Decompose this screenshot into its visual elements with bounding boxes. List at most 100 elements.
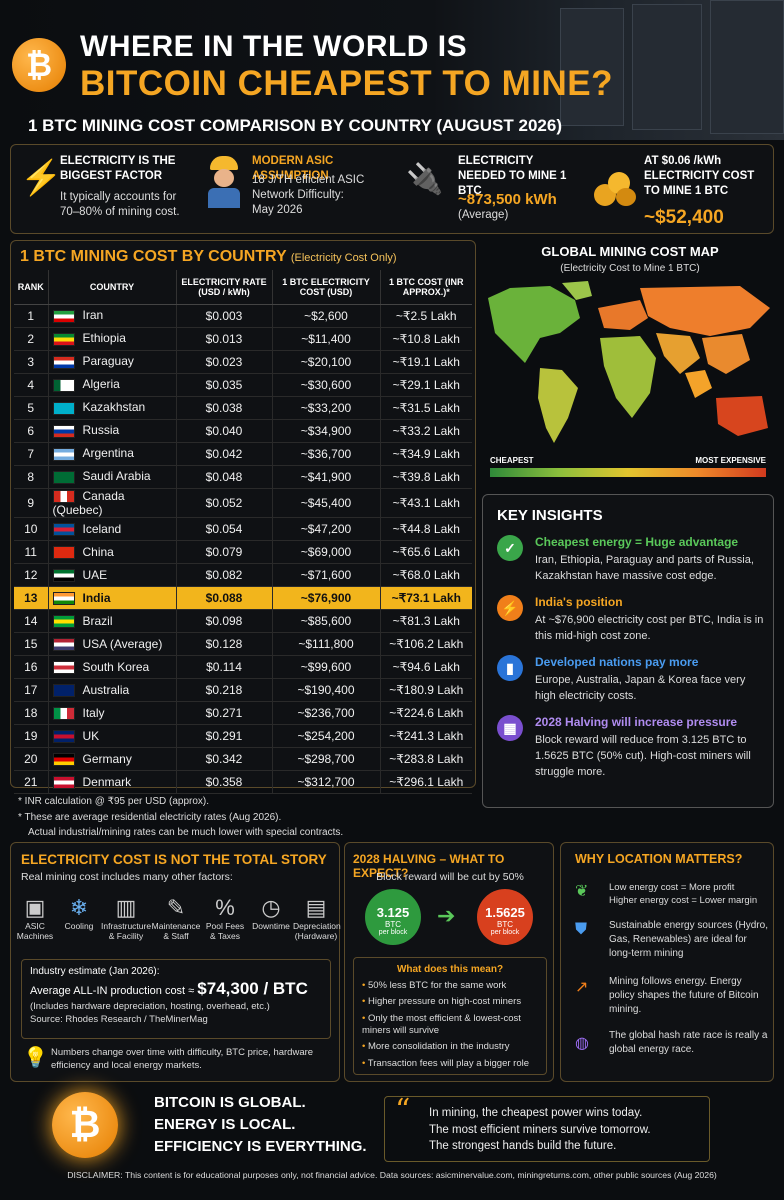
info-cost-value: ~$52,400 xyxy=(644,207,724,228)
usd-cost-cell: ~$33,200 xyxy=(272,396,381,420)
rate-cell: $0.128 xyxy=(176,632,273,656)
usd-cost-cell: ~$99,600 xyxy=(272,655,381,679)
inr-cost-cell: ~₹29.1 Lakh xyxy=(380,373,472,397)
inr-cost-cell: ~₹31.5 Lakh xyxy=(380,396,472,420)
inr-cost-cell: ~₹33.2 Lakh xyxy=(380,419,472,443)
flag-icon xyxy=(52,637,75,651)
insights-title: KEY INSIGHTS xyxy=(497,507,603,524)
inr-cost-cell: ~₹106.2 Lakh xyxy=(380,632,472,656)
factor-depreciation: ▤ Depreciation (Hardware) xyxy=(293,894,341,942)
table-row: 7 Argentina $0.042 ~$36,700 ~₹34.9 Lakh xyxy=(14,442,472,466)
usd-cost-cell: ~$20,100 xyxy=(272,350,381,374)
inr-cost-cell: ~₹81.3 Lakh xyxy=(380,609,472,633)
server-rack xyxy=(710,0,784,134)
table-row: 11 China $0.079 ~$69,000 ~₹65.6 Lakh xyxy=(14,540,472,564)
globe-icon: ◍ xyxy=(575,1035,589,1052)
inr-cost-cell: ~₹180.9 Lakh xyxy=(380,678,472,702)
rate-cell: $0.291 xyxy=(176,724,273,748)
usd-cost-cell: ~$30,600 xyxy=(272,373,381,397)
footnote-3: Actual industrial/mining rates can be mu… xyxy=(28,827,344,838)
table-row: 8 Saudi Arabia $0.048 ~$41,900 ~₹39.8 Lakh xyxy=(14,465,472,489)
header-inr: 1 BTC COST (INR APPROX.)* xyxy=(380,270,472,305)
info-electricity-title: ELECTRICITY IS THE BIGGEST FACTOR xyxy=(60,155,176,182)
table-row: 18 Italy $0.271 ~$236,700 ~₹224.6 Lakh xyxy=(14,701,472,725)
wrench-icon: ✎ xyxy=(166,894,186,920)
table-row: 16 South Korea $0.114 ~$99,600 ~₹94.6 Lakh xyxy=(14,655,472,679)
rate-cell: $0.048 xyxy=(176,465,273,489)
table-row: 12 UAE $0.082 ~$71,600 ~₹68.0 Lakh xyxy=(14,563,472,587)
slogan: BITCOIN IS GLOBAL. ENERGY IS LOCAL. EFFI… xyxy=(154,1094,367,1155)
inr-cost-cell: ~₹43.1 Lakh xyxy=(380,488,472,518)
flag-icon xyxy=(52,591,75,605)
usd-cost-cell: ~$41,900 xyxy=(272,465,381,489)
insight-3-title: Developed nations pay more xyxy=(535,655,699,669)
estimate-source: Source: Rhodes Research / TheMinerMag xyxy=(30,1014,208,1025)
rank-cell: 15 xyxy=(14,632,49,656)
rate-cell: $0.040 xyxy=(176,419,273,443)
rank-cell: 21 xyxy=(14,770,49,794)
usd-cost-cell: ~$298,700 xyxy=(272,747,381,771)
country-cell: India xyxy=(48,586,177,610)
flag-icon xyxy=(52,775,75,789)
page-subtitle: 1 BTC MINING COST COMPARISON BY COUNTRY … xyxy=(28,116,562,135)
rank-cell: 19 xyxy=(14,724,49,748)
location-item-1: Low energy cost = More profit Higher ener… xyxy=(609,882,758,907)
rate-cell: $0.052 xyxy=(176,488,273,518)
sprout-icon: ❦ xyxy=(575,883,589,900)
country-cell: Germany xyxy=(48,747,177,771)
rank-cell: 8 xyxy=(14,465,49,489)
bitcoin-coin-icon: ₿ xyxy=(52,1092,118,1158)
arrow-right-icon: ➔ xyxy=(437,903,456,928)
factor-infrastructure: ▥ Infrastructure & Facility xyxy=(101,894,152,942)
country-cell: China xyxy=(48,540,177,564)
info-needed: 🔌 ELECTRICITY NEEDED TO MINE 1 BTC ~873,… xyxy=(400,148,580,228)
map-legend-gradient xyxy=(490,468,766,477)
rate-cell: $0.003 xyxy=(176,304,273,328)
flag-icon xyxy=(52,470,75,484)
halving-point: Higher pressure on high-cost miners xyxy=(362,996,538,1008)
inr-cost-cell: ~₹34.9 Lakh xyxy=(380,442,472,466)
halving-point: More consolidation in the industry xyxy=(362,1041,538,1053)
header-rate: ELECTRICITY RATE (USD / kWh) xyxy=(176,270,273,305)
chip-icon: ▣ xyxy=(24,894,46,920)
info-cost: AT $0.06 /kWh ELECTRICITY COST TO MINE 1… xyxy=(590,148,770,228)
inr-cost-cell: ~₹68.0 Lakh xyxy=(380,563,472,587)
rank-cell: 7 xyxy=(14,442,49,466)
info-electricity-desc: It typically accounts for 70–80% of mini… xyxy=(60,191,180,218)
table-row: 21 Denmark $0.358 ~$312,700 ~₹296.1 Lakh xyxy=(14,770,472,794)
insight-4-title: 2028 Halving will increase pressure xyxy=(535,715,738,729)
factor-fees: % Pool Fees & Taxes xyxy=(203,893,247,942)
country-cell: UAE xyxy=(48,563,177,587)
factor-cooling: ❄ Cooling xyxy=(57,893,101,931)
rate-cell: $0.042 xyxy=(176,442,273,466)
rate-cell: $0.013 xyxy=(176,327,273,351)
country-cell: Russia xyxy=(48,419,177,443)
inr-cost-cell: ~₹19.1 Lakh xyxy=(380,350,472,374)
location-item-4: The global hash rate race is really a gl… xyxy=(609,1030,768,1055)
total-subtitle: Real mining cost includes many other fac… xyxy=(21,871,233,883)
info-needed-value: ~873,500 kWh xyxy=(458,191,557,208)
location-panel: WHY LOCATION MATTERS? ❦ Low energy cost … xyxy=(560,842,774,1082)
calendar-icon: ▦ xyxy=(497,715,523,741)
inr-cost-cell: ~₹224.6 Lakh xyxy=(380,701,472,725)
quote-mark-icon: “ xyxy=(395,1093,411,1128)
usd-cost-cell: ~$85,600 xyxy=(272,609,381,633)
location-title: WHY LOCATION MATTERS? xyxy=(575,852,743,866)
usd-cost-cell: ~$71,600 xyxy=(272,563,381,587)
table-row: 19 UK $0.291 ~$254,200 ~₹241.3 Lakh xyxy=(14,724,472,748)
legend-cheapest: CHEAPEST xyxy=(490,456,534,465)
shield-icon: ⛊ xyxy=(575,921,588,938)
rank-cell: 12 xyxy=(14,563,49,587)
inr-cost-cell: ~₹44.8 Lakh xyxy=(380,517,472,541)
halving-subtitle: Block reward will be cut by 50% xyxy=(376,871,524,883)
table-row: 4 Algeria $0.035 ~$30,600 ~₹29.1 Lakh xyxy=(14,373,472,397)
rate-cell: $0.054 xyxy=(176,517,273,541)
country-cell: USA (Average) xyxy=(48,632,177,656)
rank-cell: 18 xyxy=(14,701,49,725)
rate-cell: $0.023 xyxy=(176,350,273,374)
table-row: 5 Kazakhstan $0.038 ~$33,200 ~₹31.5 Lakh xyxy=(14,396,472,420)
halving-panel: 2028 HALVING – WHAT TO EXPECT? Block rew… xyxy=(344,842,554,1082)
table-row: 10 Iceland $0.054 ~$47,200 ~₹44.8 Lakh xyxy=(14,517,472,541)
world-cost-map xyxy=(488,281,770,443)
footnote-1: * INR calculation @ ₹95 per USD (approx)… xyxy=(18,796,210,807)
